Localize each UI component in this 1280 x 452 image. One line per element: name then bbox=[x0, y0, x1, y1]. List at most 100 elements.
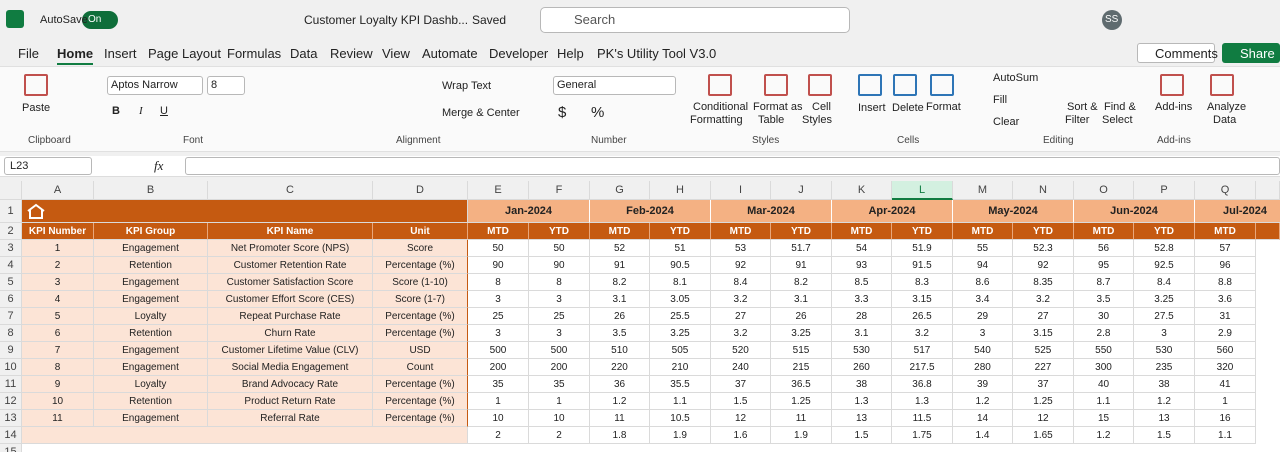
kpi-cell[interactable]: Customer Lifetime Value (CLV) bbox=[208, 342, 373, 359]
percent[interactable]: % bbox=[591, 104, 605, 121]
value-cell[interactable]: 8.3 bbox=[892, 274, 953, 291]
value-cell[interactable]: 1.9 bbox=[650, 427, 711, 444]
value-cell[interactable]: 52.8 bbox=[1134, 240, 1195, 257]
value-cell[interactable]: 56 bbox=[1074, 240, 1134, 257]
search-box[interactable] bbox=[540, 7, 850, 33]
column-header[interactable]: G bbox=[590, 181, 650, 200]
value-cell[interactable]: 31 bbox=[1195, 308, 1256, 325]
value-cell[interactable]: 3.2 bbox=[711, 325, 771, 342]
menu-tab[interactable]: PK's Utility Tool V3.0 bbox=[597, 46, 717, 61]
formula-input[interactable] bbox=[185, 157, 1280, 175]
fill[interactable]: Fill bbox=[993, 94, 1008, 106]
value-cell[interactable]: 3.2 bbox=[892, 325, 953, 342]
value-cell[interactable]: 200 bbox=[468, 359, 529, 376]
column-header[interactable]: N bbox=[1013, 181, 1074, 200]
value-cell[interactable]: 500 bbox=[529, 342, 590, 359]
value-cell[interactable]: 29 bbox=[953, 308, 1013, 325]
value-cell[interactable]: 91 bbox=[771, 257, 832, 274]
sort-filter[interactable]: Filter bbox=[1065, 114, 1090, 126]
kpi-cell[interactable]: Retention bbox=[94, 325, 208, 342]
row-header[interactable]: 13 bbox=[0, 410, 22, 427]
kpi-cell[interactable]: Engagement bbox=[94, 410, 208, 427]
value-cell[interactable]: 3.1 bbox=[771, 291, 832, 308]
value-cell[interactable]: 25 bbox=[529, 308, 590, 325]
value-cell[interactable]: 320 bbox=[1195, 359, 1256, 376]
value-cell[interactable]: 92 bbox=[711, 257, 771, 274]
kpi-cell[interactable]: USD bbox=[373, 342, 468, 359]
add-ins[interactable]: Add-ins bbox=[1155, 101, 1193, 113]
font-size-box[interactable] bbox=[207, 76, 245, 95]
column-header[interactable]: H bbox=[650, 181, 711, 200]
menu-tab[interactable]: View bbox=[382, 46, 410, 61]
value-cell[interactable]: 92.5 bbox=[1134, 257, 1195, 274]
value-cell[interactable]: 540 bbox=[953, 342, 1013, 359]
kpi-cell[interactable]: Percentage (%) bbox=[373, 410, 468, 427]
value-cell[interactable]: 50 bbox=[529, 240, 590, 257]
value-cell[interactable]: 53 bbox=[711, 240, 771, 257]
value-cell[interactable]: 8.4 bbox=[1134, 274, 1195, 291]
value-cell[interactable]: 560 bbox=[1195, 342, 1256, 359]
value-cell[interactable]: 10 bbox=[468, 410, 529, 427]
value-cell[interactable]: 505 bbox=[650, 342, 711, 359]
value-cell[interactable]: 2 bbox=[468, 427, 529, 444]
column-header[interactable]: K bbox=[832, 181, 892, 200]
kpi-cell[interactable]: 3 bbox=[22, 274, 94, 291]
value-cell[interactable]: 1.25 bbox=[771, 393, 832, 410]
value-cell[interactable]: 1 bbox=[468, 393, 529, 410]
currency[interactable]: $ bbox=[558, 104, 567, 121]
search-placeholder[interactable]: Search bbox=[574, 12, 616, 27]
value-cell[interactable]: 1.1 bbox=[650, 393, 711, 410]
name-box[interactable] bbox=[4, 157, 92, 175]
kpi-cell[interactable]: Engagement bbox=[94, 274, 208, 291]
kpi-cell[interactable]: Loyalty bbox=[94, 376, 208, 393]
wrap-text[interactable]: Wrap Text bbox=[442, 80, 492, 92]
kpi-cell[interactable]: Retention bbox=[94, 393, 208, 410]
value-cell[interactable]: 51 bbox=[650, 240, 711, 257]
kpi-cell[interactable]: Churn Rate bbox=[208, 325, 373, 342]
kpi-cell[interactable]: Count bbox=[373, 359, 468, 376]
value-cell[interactable]: 8.7 bbox=[1074, 274, 1134, 291]
value-cell[interactable]: 51.7 bbox=[771, 240, 832, 257]
value-cell[interactable]: 11 bbox=[590, 410, 650, 427]
value-cell[interactable]: 52.3 bbox=[1013, 240, 1074, 257]
value-cell[interactable]: 1.2 bbox=[1074, 427, 1134, 444]
conditional-formatting[interactable]: Formatting bbox=[690, 114, 743, 126]
row-header[interactable]: 15 bbox=[0, 444, 22, 452]
value-cell[interactable]: 13 bbox=[832, 410, 892, 427]
kpi-cell[interactable]: Brand Advocacy Rate bbox=[208, 376, 373, 393]
value-cell[interactable]: 3 bbox=[529, 291, 590, 308]
value-cell[interactable]: 2 bbox=[529, 427, 590, 444]
value-cell[interactable]: 95 bbox=[1074, 257, 1134, 274]
value-cell[interactable]: 90 bbox=[529, 257, 590, 274]
value-cell[interactable]: 37 bbox=[1013, 376, 1074, 393]
value-cell[interactable]: 1 bbox=[1195, 393, 1256, 410]
kpi-cell[interactable]: Percentage (%) bbox=[373, 325, 468, 342]
column-header[interactable]: M bbox=[953, 181, 1013, 200]
kpi-cell[interactable]: Engagement bbox=[94, 359, 208, 376]
row-header[interactable]: 12 bbox=[0, 393, 22, 410]
value-cell[interactable]: 510 bbox=[590, 342, 650, 359]
value-cell[interactable]: 1.2 bbox=[1134, 393, 1195, 410]
value-cell[interactable]: 2.9 bbox=[1195, 325, 1256, 342]
column-header[interactable]: D bbox=[373, 181, 468, 200]
value-cell[interactable]: 3.15 bbox=[1013, 325, 1074, 342]
value-cell[interactable]: 8.1 bbox=[650, 274, 711, 291]
column-header[interactable]: P bbox=[1134, 181, 1195, 200]
value-cell[interactable]: 28 bbox=[832, 308, 892, 325]
row-header[interactable]: 2 bbox=[0, 223, 22, 240]
menu-tab[interactable]: Developer bbox=[489, 46, 549, 61]
column-header[interactable]: C bbox=[208, 181, 373, 200]
value-cell[interactable]: 1.5 bbox=[711, 393, 771, 410]
kpi-cell[interactable]: Retention bbox=[94, 257, 208, 274]
row-header[interactable]: 4 bbox=[0, 257, 22, 274]
value-cell[interactable]: 1.1 bbox=[1195, 427, 1256, 444]
value-cell[interactable]: 26 bbox=[590, 308, 650, 325]
menu-tab[interactable]: Page Layout bbox=[148, 46, 222, 61]
kpi-cell[interactable]: Percentage (%) bbox=[373, 257, 468, 274]
value-cell[interactable]: 3.3 bbox=[832, 291, 892, 308]
value-cell[interactable]: 280 bbox=[953, 359, 1013, 376]
kpi-cell[interactable]: 10 bbox=[22, 393, 94, 410]
bold[interactable]: B bbox=[112, 105, 120, 117]
value-cell[interactable]: 12 bbox=[711, 410, 771, 427]
merge-center[interactable]: Merge & Center bbox=[442, 107, 520, 119]
